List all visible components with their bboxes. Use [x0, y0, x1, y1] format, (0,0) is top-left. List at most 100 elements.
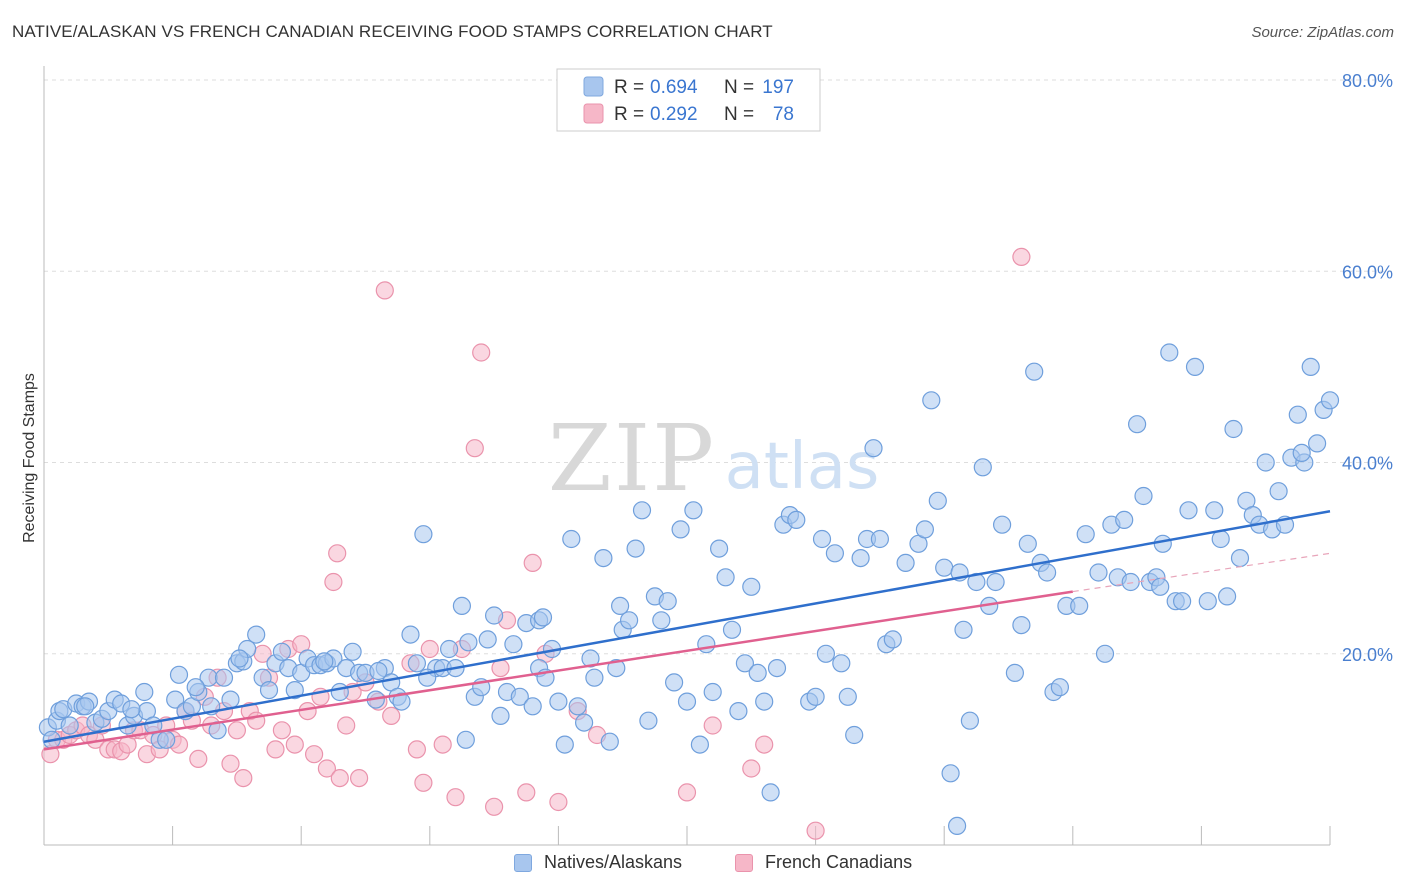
natives-alaskans-point: [722, 620, 742, 639]
legend-r-label-1: R =: [614, 77, 644, 98]
natives-alaskans-point: [1050, 678, 1070, 697]
natives-alaskans-point: [845, 725, 864, 745]
scatter-plot: ZIP atlas 20.0%40.0%60.0%80.0%0.0%100.0%…: [38, 66, 1393, 846]
french-canadians-point: [549, 792, 568, 812]
legend-n-value-2: 78: [773, 104, 794, 125]
natives-alaskans-point: [600, 732, 619, 751]
french-canadians-point: [227, 721, 246, 740]
natives-alaskans-point: [1089, 563, 1108, 582]
natives-alaskans-point: [562, 529, 581, 549]
natives-alaskans-point: [533, 608, 553, 627]
natives-alaskans-point: [684, 501, 703, 520]
natives-alaskans-point: [1018, 534, 1037, 553]
watermark-atlas: atlas: [725, 430, 880, 504]
french-canadians-point: [485, 797, 504, 816]
natives-alaskans-point: [594, 548, 613, 568]
natives-alaskans-point: [510, 687, 529, 706]
natives-alaskans-point: [1134, 486, 1153, 506]
natives-alaskans-point: [716, 568, 735, 587]
natives-alaskans-point: [1070, 596, 1089, 616]
french-canadians-point: [337, 716, 356, 735]
legend-r-label-2: R =: [614, 104, 644, 125]
trend-line-french: [43, 590, 1073, 751]
legend-swatch-blue: [583, 76, 604, 97]
legend-n-label-1: N =: [724, 77, 754, 98]
natives-alaskans-point: [523, 697, 542, 716]
legend-item-french: French Canadians: [735, 852, 912, 873]
natives-alaskans-point: [414, 525, 433, 544]
french-canadians-point: [703, 716, 722, 735]
french-canadians-point: [305, 745, 324, 764]
natives-alaskans-point: [992, 515, 1012, 534]
legend-r-value-1: 0.694: [650, 77, 698, 98]
natives-alaskans-point: [1179, 501, 1198, 520]
natives-alaskans-point: [1127, 415, 1147, 434]
natives-alaskans-point: [1005, 663, 1025, 683]
natives-alaskans-point: [1025, 362, 1044, 381]
natives-alaskans-point: [1160, 343, 1179, 362]
natives-alaskans-point: [1217, 587, 1237, 606]
legend-swatch-natives: [514, 853, 532, 872]
natives-alaskans-point: [169, 665, 189, 684]
natives-alaskans-point: [1151, 577, 1170, 596]
tick-labels: 20.0%40.0%60.0%80.0%0.0%100.0%: [1342, 71, 1393, 665]
french-canadians-point: [465, 439, 484, 458]
natives-alaskans-point: [1256, 453, 1275, 472]
natives-alaskans-point: [870, 529, 890, 549]
natives-alaskans-point: [610, 596, 630, 616]
natives-alaskans-point: [697, 635, 716, 654]
natives-alaskans-point: [1037, 563, 1057, 582]
natives-alaskans-point: [1198, 592, 1217, 611]
french-canadians-point: [806, 821, 825, 840]
french-canadians-point: [285, 735, 304, 754]
natives-alaskans-point: [703, 682, 722, 702]
natives-alaskans-point: [60, 716, 79, 735]
legend-swatch-french: [735, 853, 753, 872]
natives-alaskans-point: [440, 639, 459, 659]
natives-alaskans-point: [459, 633, 478, 652]
natives-alaskans-point: [555, 735, 574, 754]
natives-alaskans-point: [619, 611, 639, 630]
natives-alaskans-point: [157, 730, 176, 749]
natives-alaskans-point: [1115, 510, 1134, 530]
natives-alaskans-point: [671, 520, 690, 539]
natives-alaskans-point: [812, 529, 832, 549]
legend-item-natives: Natives/Alaskans: [514, 852, 682, 873]
legend-top: R = 0.694 N = 197 R = 0.292 N = 78: [556, 68, 821, 132]
natives-alaskans-point: [922, 391, 941, 410]
natives-alaskans-point: [272, 642, 291, 661]
natives-alaskans-point: [285, 680, 304, 700]
natives-alaskans-point: [954, 620, 973, 639]
french-canadians-point: [221, 754, 240, 773]
natives-alaskans-point: [478, 630, 497, 649]
natives-alaskans-point: [392, 692, 411, 711]
natives-alaskans-point: [729, 701, 748, 721]
natives-alaskans-point: [407, 654, 426, 673]
natives-alaskans-point: [838, 687, 857, 706]
natives-alaskans-point: [1292, 443, 1311, 462]
natives-alaskans-point: [1230, 548, 1250, 568]
natives-alaskans-point: [883, 630, 902, 649]
natives-alaskans-point: [1121, 572, 1140, 592]
natives-alaskans-point: [1301, 357, 1320, 376]
natives-alaskans-point: [491, 706, 510, 726]
natives-alaskans-point: [755, 692, 774, 711]
legend-n-value-1: 197: [762, 77, 794, 98]
french-canadians-point: [472, 343, 491, 362]
french-canadians-point: [272, 721, 291, 740]
natives-alaskans-point: [677, 692, 697, 711]
natives-alaskans-point: [230, 649, 249, 668]
natives-alaskans-point: [1172, 592, 1192, 611]
natives-alaskans-point: [504, 635, 523, 654]
natives-alaskans-point: [1095, 644, 1115, 663]
natives-alaskans-point: [986, 572, 1005, 592]
chart-source: Source: ZipAtlas.com: [1251, 24, 1394, 41]
natives-alaskans-point: [456, 730, 475, 749]
natives-alaskans-point: [485, 606, 504, 625]
natives-alaskans-point: [247, 625, 266, 644]
natives-alaskans-point: [585, 668, 604, 687]
natives-alaskans-point: [343, 642, 362, 661]
natives-alaskans-point: [1288, 405, 1307, 424]
natives-alaskans-point: [214, 668, 234, 687]
french-canadians-point: [517, 783, 536, 802]
